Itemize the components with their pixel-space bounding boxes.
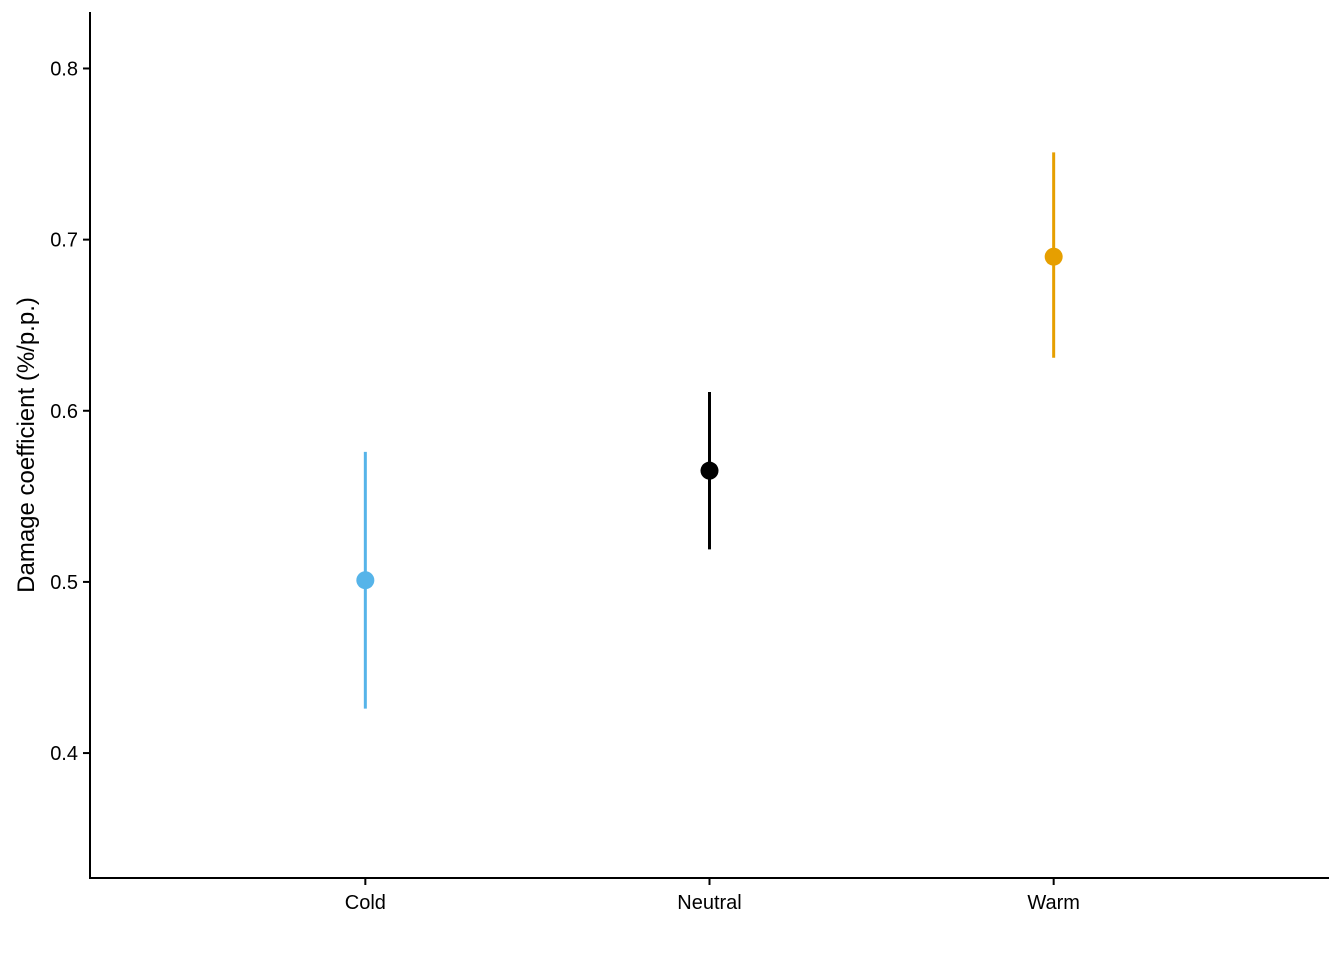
x-tick-label: Neutral [677,892,741,914]
y-axis-ticks: 0.4 0.5 0.6 0.7 0.8 [50,58,90,765]
y-tick-label: 0.6 [50,401,78,423]
x-tick-label: Warm [1027,892,1080,914]
point-warm [1044,247,1063,266]
y-tick-label: 0.5 [50,572,78,594]
data-marks [356,152,1063,709]
x-axis-ticks: Cold Neutral Warm [345,878,1080,914]
point-neutral [700,461,719,480]
point-cold [356,571,375,590]
y-tick-label: 0.4 [50,743,78,765]
y-tick-label: 0.8 [50,58,78,80]
x-tick-label: Cold [345,892,386,914]
y-tick-label: 0.7 [50,230,78,252]
y-axis-title: Damage coefficient (%/p.p.) [13,297,40,593]
